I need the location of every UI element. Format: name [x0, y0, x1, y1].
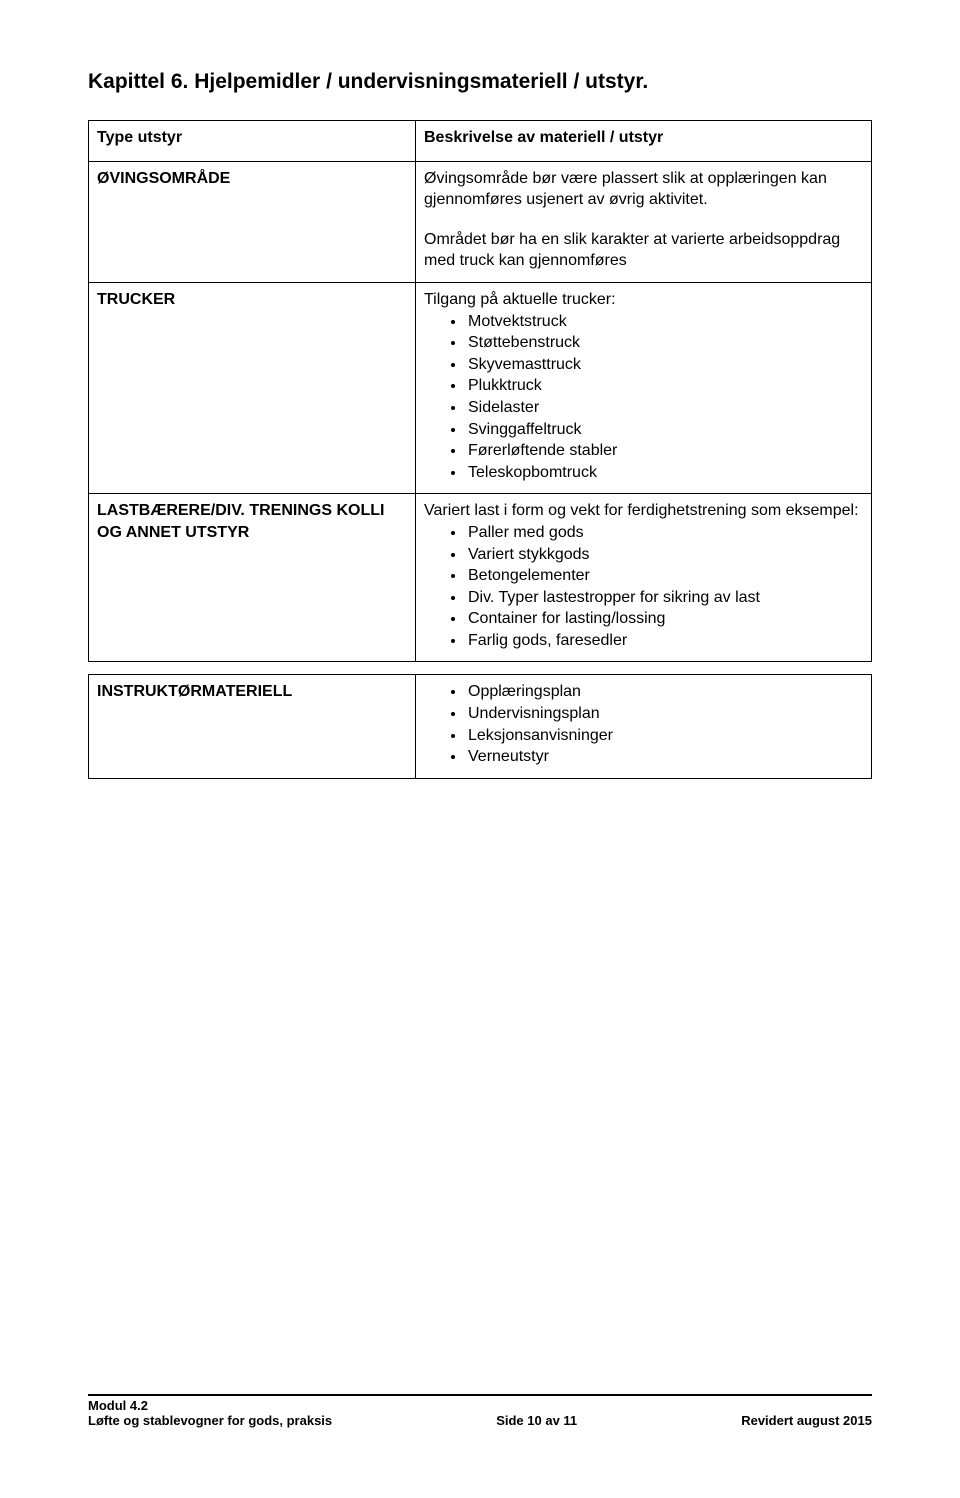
- footer-right: Revidert august 2015: [741, 1413, 872, 1428]
- list-item: Undervisningsplan: [466, 703, 863, 725]
- table-row: INSTRUKTØRMATERIELL Opplæringsplan Under…: [89, 675, 872, 778]
- list-item: Sidelaster: [466, 397, 863, 419]
- row-label: INSTRUKTØRMATERIELL: [97, 681, 407, 703]
- bullet-list: Paller med gods Variert stykkgods Betong…: [424, 522, 863, 652]
- col2-header: Beskrivelse av materiell / utstyr: [424, 127, 863, 149]
- list-item: Verneutstyr: [466, 746, 863, 768]
- list-item: Paller med gods: [466, 522, 863, 544]
- paragraph: Øvingsområde bør være plassert slik at o…: [424, 168, 863, 211]
- list-item: Betongelementer: [466, 565, 863, 587]
- list-item: Farlig gods, faresedler: [466, 630, 863, 652]
- table-header-row: Type utstyr Beskrivelse av materiell / u…: [89, 121, 872, 162]
- list-item: Svinggaffeltruck: [466, 419, 863, 441]
- page-footer: Modul 4.2 Løfte og stablevogner for gods…: [88, 1394, 872, 1428]
- list-item: Div. Typer lastestropper for sikring av …: [466, 587, 863, 609]
- list-item: Støttebenstruck: [466, 332, 863, 354]
- table-row: LASTBÆRERE/DIV. TRENINGS KOLLI OG ANNET …: [89, 494, 872, 662]
- list-item: Motvektstruck: [466, 311, 863, 333]
- bullet-list: Motvektstruck Støttebenstruck Skyvemastt…: [424, 311, 863, 484]
- row-label: ØVINGSOMRÅDE: [97, 168, 407, 190]
- table-row: ØVINGSOMRÅDE Øvingsområde bør være plass…: [89, 161, 872, 282]
- list-intro: Variert last i form og vekt for ferdighe…: [424, 500, 863, 522]
- list-item: Teleskopbomtruck: [466, 462, 863, 484]
- row-label: LASTBÆRERE/DIV. TRENINGS KOLLI OG ANNET …: [97, 500, 407, 543]
- list-item: Leksjonsanvisninger: [466, 725, 863, 747]
- table-row: TRUCKER Tilgang på aktuelle trucker: Mot…: [89, 282, 872, 493]
- footer-line1: Modul 4.2: [88, 1398, 872, 1413]
- instructor-table: INSTRUKTØRMATERIELL Opplæringsplan Under…: [88, 674, 872, 778]
- list-item: Førerløftende stabler: [466, 440, 863, 462]
- row-label: TRUCKER: [97, 289, 407, 311]
- list-item: Plukktruck: [466, 375, 863, 397]
- list-item: Container for lasting/lossing: [466, 608, 863, 630]
- list-intro: Tilgang på aktuelle trucker:: [424, 289, 863, 311]
- list-item: Opplæringsplan: [466, 681, 863, 703]
- paragraph: Området bør ha en slik karakter at varie…: [424, 229, 863, 272]
- col1-header: Type utstyr: [97, 127, 407, 149]
- chapter-title: Kapittel 6. Hjelpemidler / undervisnings…: [88, 70, 872, 94]
- list-item: Variert stykkgods: [466, 544, 863, 566]
- list-item: Skyvemasttruck: [466, 354, 863, 376]
- equipment-table: Type utstyr Beskrivelse av materiell / u…: [88, 120, 872, 662]
- footer-center: Side 10 av 11: [496, 1413, 577, 1428]
- bullet-list: Opplæringsplan Undervisningsplan Leksjon…: [424, 681, 863, 767]
- footer-left: Løfte og stablevogner for gods, praksis: [88, 1413, 332, 1428]
